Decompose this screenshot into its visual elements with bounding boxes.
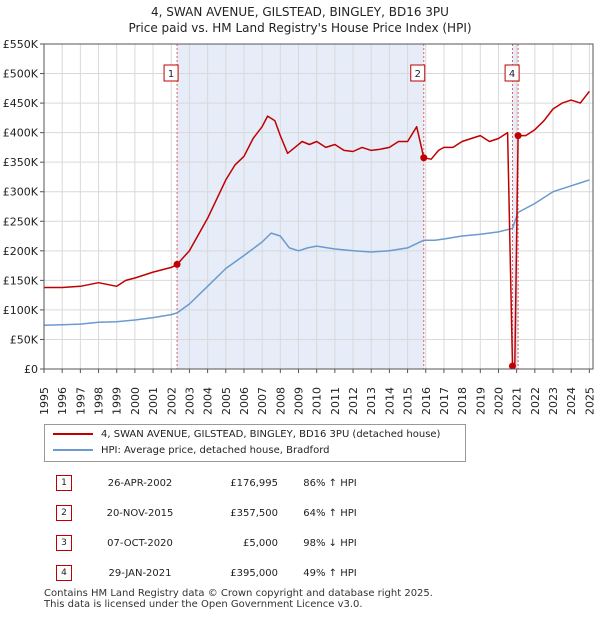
- sale-label-number: 1: [168, 69, 174, 80]
- transactions-table: 1 26-APR-2002 £176,995 86% ↑ HPI 2 20-NO…: [40, 468, 382, 588]
- sale-label-box: [410, 64, 426, 82]
- x-tick-label: 1998: [93, 387, 106, 415]
- plot-frame: [43, 43, 594, 370]
- y-tick-label: £0: [24, 363, 38, 376]
- legend-label-property: 4, SWAN AVENUE, GILSTEAD, BINGLEY, BD16 …: [101, 429, 441, 440]
- x-tick-label: 2006: [238, 387, 251, 415]
- y-tick-label: £200K: [3, 245, 39, 258]
- sale-label-box: [163, 64, 179, 82]
- y-tick-label: £100K: [3, 304, 39, 317]
- x-tick-label: 2011: [329, 387, 342, 415]
- y-tick-label: £50K: [10, 333, 39, 346]
- legend-swatch-property: [53, 433, 93, 435]
- table-row: 4 29-JAN-2021 £395,000 49% ↑ HPI: [40, 558, 382, 588]
- y-tick-label: £400K: [3, 127, 39, 140]
- footer: Contains HM Land Registry data © Crown c…: [44, 588, 433, 610]
- x-tick-label: 1999: [111, 387, 124, 415]
- y-tick-label: £500K: [3, 68, 39, 81]
- transaction-date: 26-APR-2002: [107, 477, 173, 489]
- x-tick-label: 1995: [38, 387, 51, 415]
- y-tick-label: £250K: [3, 215, 39, 228]
- transaction-price: £357,500: [230, 507, 278, 519]
- transaction-price: £395,000: [230, 567, 278, 579]
- x-tick-label: 2004: [202, 387, 215, 415]
- legend-swatch-hpi: [53, 449, 93, 451]
- transaction-number-badge: 2: [56, 505, 72, 521]
- x-tick-label: 2003: [183, 387, 196, 415]
- y-tick-label: £150K: [3, 274, 39, 287]
- x-tick-label: 2025: [583, 387, 596, 415]
- transaction-hpi-change: 98% ↓ HPI: [303, 537, 357, 549]
- transaction-price: £5,000: [243, 537, 278, 549]
- x-tick-label: 2000: [129, 387, 142, 415]
- x-tick-label: 2014: [383, 387, 396, 415]
- footer-licence: This data is licensed under the Open Gov…: [44, 599, 363, 610]
- transaction-date: 07-OCT-2020: [107, 537, 173, 549]
- x-tick-label: 2016: [420, 387, 433, 415]
- sale-point: [508, 362, 516, 370]
- transaction-hpi-change: 64% ↑ HPI: [303, 507, 357, 519]
- x-tick-label: 2010: [311, 387, 324, 415]
- x-tick-label: 2024: [565, 387, 578, 415]
- x-tick-label: 2018: [456, 387, 469, 415]
- x-tick-label: 2013: [365, 387, 378, 415]
- transaction-number-badge: 4: [56, 565, 72, 581]
- transaction-date: 29-JAN-2021: [108, 567, 172, 579]
- ownership-period-shade: [177, 44, 424, 369]
- y-tick-label: £450K: [3, 97, 39, 110]
- ownership-period-shade: [512, 44, 519, 369]
- transaction-date: 20-NOV-2015: [106, 507, 174, 519]
- y-tick-label: £550K: [3, 38, 39, 51]
- table-row: 1 26-APR-2002 £176,995 86% ↑ HPI: [40, 468, 382, 498]
- chart-subtitle: Price paid vs. HM Land Registry's House …: [128, 21, 472, 35]
- x-tick-label: 2020: [492, 387, 505, 415]
- x-tick-label: 2017: [438, 387, 451, 415]
- legend-item-property: 4, SWAN AVENUE, GILSTEAD, BINGLEY, BD16 …: [53, 428, 440, 442]
- sale-label-number: 2: [415, 69, 421, 80]
- x-tick-label: 2008: [274, 387, 287, 415]
- x-tick-label: 2012: [347, 387, 360, 415]
- x-tick-label: 2021: [511, 387, 524, 415]
- x-tick-label: 2023: [547, 387, 560, 415]
- x-tick-label: 2009: [293, 387, 306, 415]
- x-tick-label: 2001: [147, 387, 160, 415]
- legend: 4, SWAN AVENUE, GILSTEAD, BINGLEY, BD16 …: [44, 424, 466, 462]
- sale-point: [420, 154, 428, 162]
- table-row: 3 07-OCT-2020 £5,000 98% ↓ HPI: [40, 528, 382, 558]
- transaction-hpi-change: 49% ↑ HPI: [303, 567, 357, 579]
- transaction-number-badge: 3: [56, 535, 72, 551]
- price-chart: 1 2 4 £0 £50K £100K £150K £200K £250K £300K £350K…: [3, 38, 597, 415]
- table-row: 2 20-NOV-2015 £357,500 64% ↑ HPI: [40, 498, 382, 528]
- x-tick-label: 1997: [74, 387, 87, 415]
- sale-label-box: [504, 64, 520, 82]
- y-tick-label: £350K: [3, 156, 39, 169]
- sale-point: [514, 132, 522, 140]
- transaction-price: £176,995: [230, 477, 278, 489]
- transaction-hpi-change: 86% ↑ HPI: [303, 477, 357, 489]
- legend-label-hpi: HPI: Average price, detached house, Brad…: [101, 445, 330, 456]
- legend-item-hpi: HPI: Average price, detached house, Brad…: [53, 444, 329, 458]
- sale-label-number: 4: [509, 69, 515, 80]
- x-tick-label: 2022: [529, 387, 542, 415]
- chart-title-block: 4, SWAN AVENUE, GILSTEAD, BINGLEY, BD16 …: [0, 4, 600, 36]
- y-tick-label: £300K: [3, 186, 39, 199]
- x-tick-label: 1996: [56, 387, 69, 415]
- footer-copyright: Contains HM Land Registry data © Crown c…: [44, 588, 433, 599]
- x-tick-label: 2005: [220, 387, 233, 415]
- transaction-number-badge: 1: [56, 475, 72, 491]
- x-tick-label: 2019: [474, 387, 487, 415]
- x-tick-label: 2015: [402, 387, 415, 415]
- x-tick-label: 2007: [256, 387, 269, 415]
- sale-point: [173, 260, 181, 268]
- chart-title: 4, SWAN AVENUE, GILSTEAD, BINGLEY, BD16 …: [151, 5, 449, 19]
- x-tick-label: 2002: [165, 387, 178, 415]
